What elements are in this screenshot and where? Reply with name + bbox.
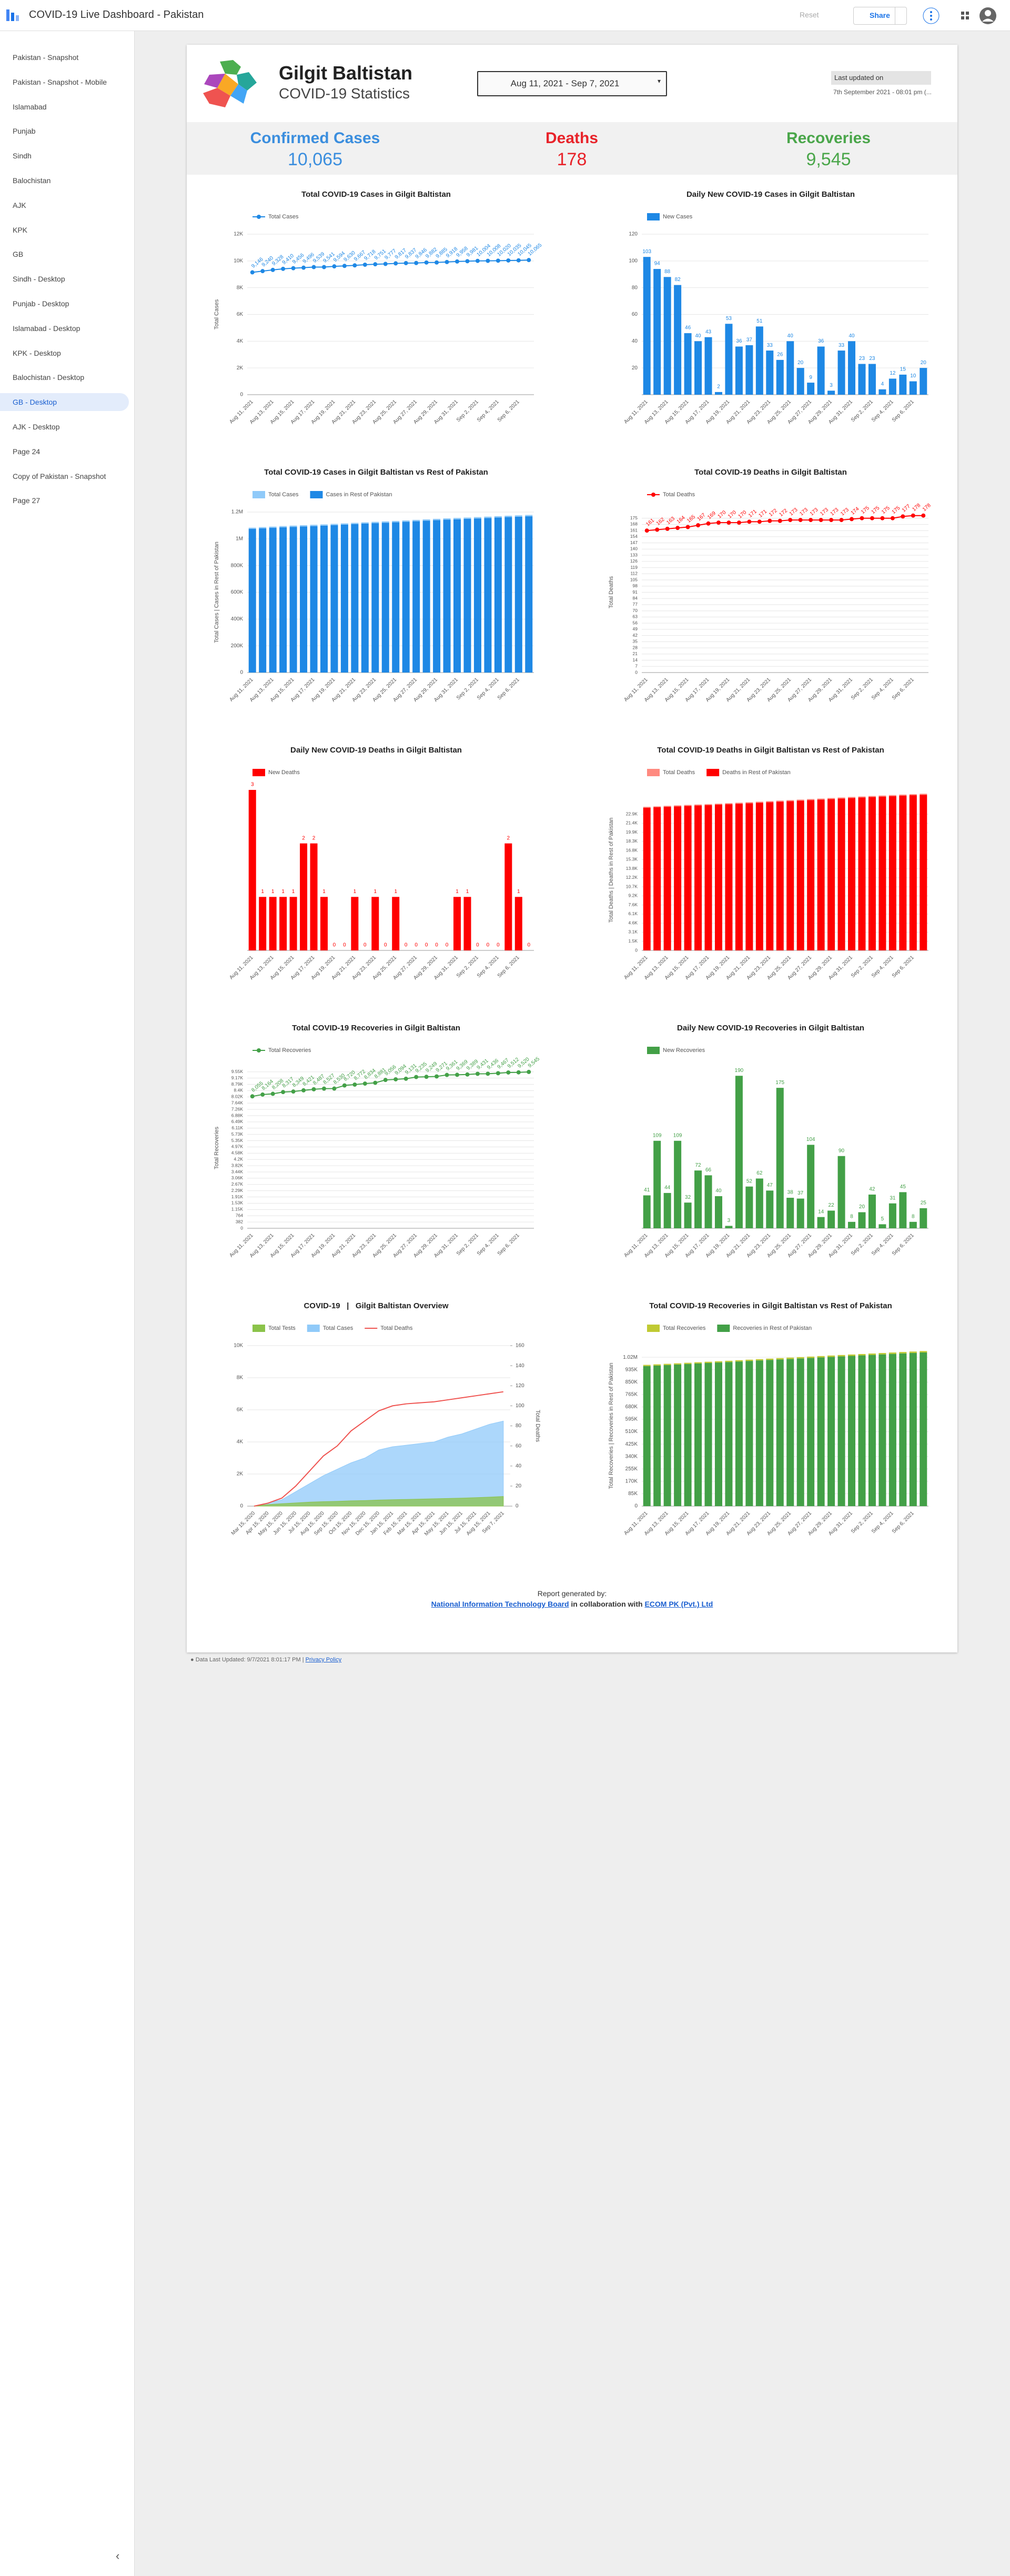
region-title: Gilgit Baltistan [279, 62, 413, 84]
sidebar: Pakistan - Snapshot Pakistan - Snapshot -… [0, 31, 135, 2576]
nav-item[interactable]: Islamabad [13, 102, 47, 111]
nav-item[interactable]: Pakistan - Snapshot [13, 53, 79, 62]
date-range: Aug 11, 2021 - Sep 7, 2021 [510, 78, 620, 88]
kpi-label: Confirmed Cases [250, 129, 380, 147]
kpi: Confirmed Cases 10,065 [187, 122, 443, 170]
nav-item[interactable]: Sindh [13, 152, 32, 161]
data-updated: Data Last Updated: 9/7/2021 8:01:17 PM [195, 1657, 301, 1663]
data-updated-bar: ● Data Last Updated: 9/7/2021 8:01:17 PM… [190, 1657, 342, 1663]
kpi-value: 10,065 [288, 149, 342, 169]
kpi: Recoveries 9,545 [700, 122, 957, 170]
nav-item[interactable]: Sindh - Desktop [13, 275, 65, 284]
nav-item[interactable]: Balochistan [13, 176, 51, 185]
report [187, 45, 957, 1652]
region-logo [203, 60, 257, 107]
kpi-strip: Confirmed Cases 10,065 Deaths 178 Recoveries… [187, 122, 957, 175]
nav-item[interactable]: Pakistan - Snapshot - Mobile [13, 77, 107, 86]
top-bar: COVID-19 Live Dashboard - Pakistan Reset… [0, 0, 1010, 31]
last-updated-label: Last updated on [831, 71, 931, 85]
privacy-link[interactable]: Privacy Policy [305, 1657, 342, 1663]
collab-text: in collaboration with [571, 1600, 643, 1608]
kpi: Deaths 178 [443, 122, 700, 170]
nav-item[interactable]: Punjab [13, 127, 36, 136]
nav-item[interactable]: Copy of Pakistan - Snapshot [13, 472, 106, 480]
partner-link[interactable]: ECOM PK (Pvt.) Ltd [644, 1600, 713, 1608]
nav-item[interactable]: Balochistan - Desktop [13, 373, 85, 382]
credit-line: National Information Technology Board in… [187, 1600, 957, 1608]
nav-item[interactable]: AJK - Desktop [13, 423, 60, 431]
org-link[interactable]: National Information Technology Board [431, 1600, 569, 1608]
last-updated: 7th September 2021 - 08:01 pm (... [833, 88, 932, 96]
app-icon [6, 9, 19, 21]
dropdown-arrow: ▾ [657, 77, 661, 85]
share-label: Share [870, 11, 890, 19]
reset-button[interactable]: Reset [800, 11, 819, 19]
nav-item[interactable]: GB - Desktop [0, 393, 129, 412]
nav-item[interactable]: Page 27 [13, 496, 41, 505]
nav-item[interactable]: KPK - Desktop [13, 348, 61, 357]
generated-by: Report generated by: [537, 1589, 607, 1598]
kpi-value: 178 [557, 149, 587, 169]
kpi-label: Recoveries [786, 129, 871, 147]
top-icons[interactable] [921, 5, 1010, 26]
report-footer: Report generated by: National Informatio… [187, 1589, 957, 1608]
share-button[interactable]: Share [853, 7, 907, 25]
nav-item[interactable]: AJK [13, 201, 26, 209]
collapse-button[interactable]: ‹ [116, 2549, 120, 2562]
region-subtitle: COVID-19 Statistics [279, 85, 410, 102]
nav-item[interactable]: Page 24 [13, 447, 41, 456]
nav-item[interactable]: GB [13, 250, 24, 259]
nav-item[interactable]: Islamabad - Desktop [13, 324, 80, 333]
nav-item[interactable]: Punjab - Desktop [13, 299, 69, 308]
nav-item[interactable]: KPK [13, 225, 28, 234]
app-title: COVID-19 Live Dashboard - Pakistan [29, 9, 204, 21]
kpi-value: 9,545 [806, 149, 851, 169]
date-picker[interactable]: Aug 11, 2021 - Sep 7, 2021 ▾ [477, 71, 667, 96]
kpi-label: Deaths [545, 129, 599, 147]
